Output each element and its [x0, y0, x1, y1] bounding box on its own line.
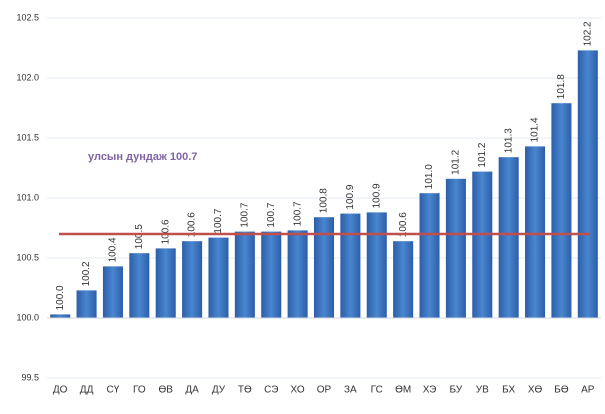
- bar: [498, 157, 519, 318]
- x-tick-label: СҮ: [107, 385, 120, 396]
- x-tick-label: ХӨ: [528, 385, 543, 396]
- x-tick-label: ӨВ: [158, 385, 173, 396]
- bar: [261, 231, 282, 318]
- bar: [129, 253, 150, 318]
- y-tick-label: 100.5: [16, 252, 39, 262]
- value-label: 100.7: [239, 202, 250, 227]
- y-tick-label: 101.5: [16, 132, 39, 142]
- value-label: 100.4: [108, 237, 119, 262]
- bar: [577, 50, 598, 319]
- x-tick-label: ДО: [53, 385, 68, 396]
- value-label: 102.2: [582, 21, 593, 46]
- bar: [76, 290, 97, 318]
- bar: [472, 171, 493, 318]
- bar: [208, 237, 229, 318]
- bar: [234, 231, 255, 318]
- x-tick-label: ТӨ: [238, 385, 252, 396]
- value-label: 100.7: [213, 208, 224, 233]
- y-tick-label: 99.5: [21, 372, 39, 382]
- value-label: 100.0: [55, 285, 66, 310]
- value-label: 101.4: [530, 117, 541, 142]
- value-label: 100.7: [266, 202, 277, 227]
- x-tick-label: ХЭ: [423, 385, 437, 396]
- value-label: 100.6: [160, 219, 171, 244]
- value-label: 100.8: [319, 188, 330, 213]
- x-tick-label: СЭ: [264, 385, 278, 396]
- value-label: 101.0: [424, 164, 435, 189]
- value-label: 100.9: [345, 184, 356, 209]
- x-tick-label: УВ: [476, 385, 489, 396]
- bar: [155, 248, 176, 318]
- x-tick-label: БӨ: [554, 385, 569, 396]
- bar: [182, 241, 203, 318]
- value-label: 100.5: [134, 224, 145, 249]
- value-label: 101.8: [556, 74, 567, 99]
- y-tick-label: 100.0: [16, 312, 39, 322]
- bar: [340, 213, 361, 318]
- bar: [419, 193, 440, 318]
- x-tick-label: БУ: [450, 385, 463, 396]
- y-tick-label: 102.5: [16, 12, 39, 22]
- x-tick-label: ХО: [291, 385, 305, 396]
- x-tick-label: ДА: [185, 385, 199, 396]
- value-label: 100.6: [187, 212, 198, 237]
- value-label: 101.2: [451, 149, 462, 174]
- x-tick-label: ДД: [80, 385, 94, 396]
- x-tick-label: ГО: [133, 385, 146, 396]
- value-label: 101.3: [503, 128, 514, 153]
- bar: [525, 146, 546, 318]
- bar: [445, 178, 466, 318]
- bar: [102, 266, 123, 318]
- bar: [366, 212, 387, 318]
- y-tick-label: 101.0: [16, 192, 39, 202]
- x-tick-label: ОР: [317, 385, 332, 396]
- x-tick-label: АР: [581, 385, 595, 396]
- x-tick-label: ГС: [371, 385, 383, 396]
- x-tick-label: БХ: [502, 385, 515, 396]
- bar: [393, 241, 414, 318]
- bar: [287, 230, 308, 318]
- value-label: 100.9: [371, 183, 382, 208]
- value-label: 100.2: [81, 261, 92, 286]
- value-label: 101.2: [477, 142, 488, 167]
- x-tick-label: ЗА: [344, 385, 357, 396]
- value-label: 100.6: [398, 212, 409, 237]
- bar: [313, 217, 335, 318]
- value-label: 100.7: [292, 201, 303, 226]
- bar: [551, 103, 572, 318]
- x-tick-label: ДУ: [212, 385, 226, 396]
- y-tick-label: 102.0: [16, 72, 39, 82]
- annotation: улсын дундаж 100.7: [88, 151, 197, 163]
- bar: [50, 314, 71, 318]
- x-tick-label: ӨМ: [395, 385, 411, 396]
